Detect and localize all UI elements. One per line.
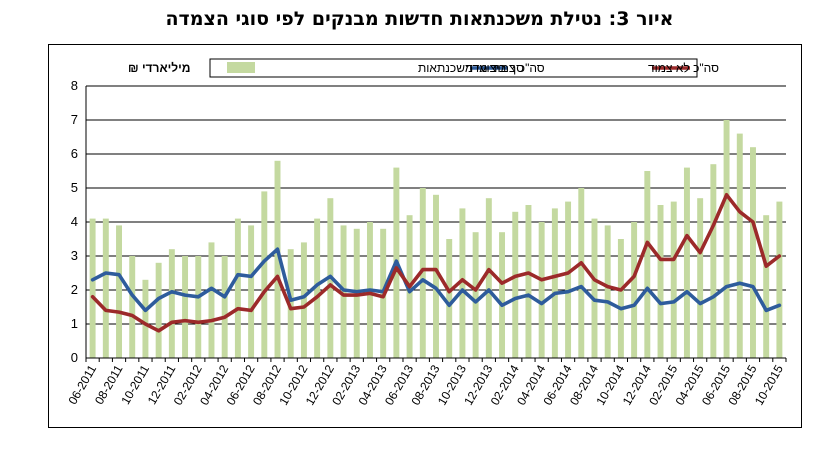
bar <box>683 167 690 358</box>
bar <box>776 201 783 358</box>
bar <box>512 211 519 358</box>
bar <box>551 208 558 358</box>
bar <box>604 225 611 358</box>
chart-title: איור 3: נטילת משכנתאות חדשות מבנקים לפי … <box>165 8 674 30</box>
unit-label: מיליארדי ₪ <box>128 61 190 75</box>
bar <box>261 191 268 358</box>
y-tick-label: 8 <box>71 78 78 93</box>
bar <box>750 147 756 358</box>
bar <box>234 218 241 358</box>
bar <box>644 171 651 358</box>
legend-label: סה"כ לא צמוד <box>648 61 719 75</box>
bar <box>459 208 466 358</box>
bar <box>499 232 506 358</box>
bar <box>565 201 572 358</box>
legend-label: סך ביצועי משכנתאות <box>418 61 524 75</box>
y-tick-label: 4 <box>71 214 78 229</box>
bar <box>419 188 426 358</box>
y-tick-label: 6 <box>71 146 78 161</box>
bar <box>472 232 479 358</box>
bar <box>155 262 162 358</box>
bar <box>433 194 439 358</box>
bar <box>182 256 189 358</box>
bar <box>710 164 717 358</box>
y-tick-label: 5 <box>71 180 78 195</box>
bar <box>723 120 730 358</box>
series-line <box>90 193 782 333</box>
bar <box>631 222 638 358</box>
bar <box>89 218 96 358</box>
bar <box>116 225 122 358</box>
series-line <box>90 247 782 313</box>
bar <box>538 222 545 358</box>
bar <box>485 198 492 358</box>
y-tick-label: 3 <box>71 248 78 263</box>
bar <box>208 242 215 358</box>
bar <box>657 205 664 358</box>
bar <box>274 160 281 358</box>
bar <box>248 225 255 358</box>
bar <box>129 256 136 358</box>
legend-swatch <box>227 62 255 73</box>
y-tick-label: 1 <box>71 316 78 331</box>
bar <box>591 218 598 358</box>
bar <box>670 201 677 358</box>
bar <box>314 218 321 358</box>
bar <box>446 239 453 358</box>
bar <box>578 188 585 358</box>
y-tick-label: 2 <box>71 282 78 297</box>
bar <box>287 249 294 358</box>
bar <box>195 256 202 358</box>
bar <box>697 198 704 358</box>
bar <box>763 215 770 358</box>
legend-box <box>209 58 698 78</box>
bar <box>617 239 624 358</box>
bar <box>102 218 109 358</box>
bar <box>142 279 149 358</box>
bar <box>168 249 175 358</box>
bar <box>736 133 743 358</box>
y-tick-label: 7 <box>71 112 78 127</box>
bar <box>525 205 532 358</box>
legend-label: סה"כ צמוד מדד <box>466 61 545 75</box>
y-tick-label: 0 <box>71 350 78 365</box>
bar <box>300 242 307 358</box>
chart-frame <box>48 44 802 428</box>
bar <box>221 256 228 358</box>
